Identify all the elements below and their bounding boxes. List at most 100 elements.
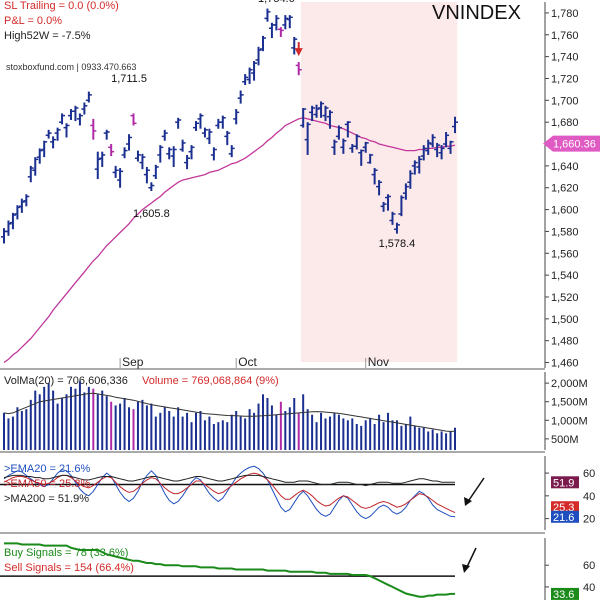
ohlc-bar — [59, 113, 66, 125]
ohlc-bar — [385, 194, 392, 211]
ohlc-bar — [438, 145, 445, 160]
ohlc-bar — [41, 140, 48, 158]
ohlc-bar — [389, 211, 396, 225]
ohlc-bar — [170, 146, 177, 167]
ohlc-bar — [5, 220, 12, 236]
ohlc-bar — [452, 116, 458, 134]
last-value-badge — [551, 501, 579, 514]
volume-panel: VolMa(20) = 706,606,336 Volume = 769,068,… — [0, 372, 588, 453]
y-tick-label: 1,600 — [551, 205, 579, 217]
ohlc-bar — [313, 104, 320, 118]
ohlc-bar — [242, 74, 249, 86]
ohlc-bar — [259, 35, 266, 52]
price-annotation: 1,578.4 — [379, 238, 416, 250]
ohlc-bar — [255, 46, 262, 66]
ohlc-bar — [371, 168, 378, 185]
info-line: SL Trailing = 0.0 (0.0%) — [4, 0, 119, 12]
y-tick-label: 1,500M — [551, 397, 588, 409]
ohlc-bar — [18, 198, 25, 213]
y-tick-label: 1,520 — [551, 292, 579, 304]
last-value-label: 21.6 — [553, 512, 574, 524]
ohlc-bar — [50, 136, 57, 149]
ohlc-bar — [148, 182, 155, 192]
y-tick-label: 20 — [583, 514, 595, 526]
chart-title: VNINDEX — [432, 2, 521, 24]
ohlc-bar — [393, 222, 400, 234]
last-price-label: 1,660.36 — [553, 139, 596, 151]
ohlc-bar — [224, 130, 231, 146]
ohlc-bar — [295, 62, 302, 76]
signals-legend: Buy Signals = 78 (33.6%) — [4, 547, 128, 559]
y-tick-label: 1,720 — [551, 73, 579, 85]
breadth-legend: >MA200 = 51.9% — [4, 493, 89, 505]
ohlc-bar — [304, 122, 311, 155]
volume-ma-line — [3, 392, 456, 432]
y-tick-label: 1,640 — [551, 161, 579, 173]
ohlc-bar — [184, 154, 191, 170]
ohlc-bar — [335, 125, 342, 140]
breadth-line-ma200 — [3, 474, 456, 487]
last-price-flag — [543, 135, 600, 152]
ohlc-bar — [45, 129, 52, 139]
ohlc-bar — [143, 166, 150, 184]
ohlc-bar — [210, 147, 217, 161]
ohlc-bar — [291, 36, 298, 55]
y-tick-label: 1,560 — [551, 248, 579, 260]
ohlc-bar — [219, 115, 226, 129]
ohlc-bar — [215, 118, 222, 129]
signals-legend: Sell Signals = 154 (66.4%) — [4, 562, 134, 574]
y-tick-label: 1,620 — [551, 183, 579, 195]
ohlc-bar — [286, 15, 293, 29]
pointer-arrow-icon-head — [462, 564, 470, 573]
y-tick-label: 60 — [583, 560, 595, 572]
pointer-arrow-icon — [466, 477, 485, 504]
ohlc-bar — [32, 157, 39, 176]
y-tick-label: 40 — [583, 582, 595, 594]
y-tick-label: 1,780 — [551, 8, 579, 20]
ohlc-bar — [121, 147, 128, 159]
ohlc-bar — [344, 121, 351, 138]
ohlc-bar — [309, 105, 316, 122]
ohlc-bar — [420, 145, 427, 161]
ohlc-bar — [130, 113, 137, 126]
y-tick-label: 1,740 — [551, 52, 579, 64]
last-value-badge — [551, 476, 579, 489]
ohlc-bar — [273, 15, 280, 31]
ohlc-bar — [139, 153, 146, 170]
ohlc-bar — [300, 107, 307, 128]
y-tick-label: 2,000M — [551, 378, 588, 390]
ohlc-bar — [228, 145, 235, 158]
sell-arrow-icon — [294, 48, 303, 57]
ohlc-bar — [434, 142, 441, 158]
ohlc-bar — [166, 147, 173, 160]
buy-signal-line — [4, 542, 455, 598]
ohlc-bar — [90, 118, 97, 140]
ohlc-bar — [398, 195, 405, 217]
ohlc-bar — [201, 127, 208, 138]
breadth-panel: >EMA20 = 21.6% >EMA50 = 25.3% >MA200 = 51.… — [0, 456, 595, 534]
price-annotation: 1,754.6 — [258, 0, 295, 5]
price-annotation: 1,605.8 — [133, 208, 170, 220]
ohlc-bar — [14, 205, 21, 220]
y-tick-label: 500M — [551, 434, 579, 446]
last-value-badge — [551, 587, 579, 600]
ohlc-bar — [429, 134, 436, 148]
y-tick-label: 1,540 — [551, 270, 579, 282]
ohlc-bar — [193, 121, 200, 131]
y-tick-label: 40 — [583, 491, 595, 503]
ohlc-bar — [126, 134, 133, 151]
ohlc-bar — [447, 140, 454, 154]
ohlc-bar — [416, 156, 423, 174]
ohlc-bar — [9, 212, 16, 230]
x-tick-label: Sep — [122, 355, 144, 369]
info-line: High52W = -7.5% — [4, 30, 91, 42]
ohlc-bar — [197, 113, 204, 129]
ohlc-bar — [72, 105, 79, 122]
ohlc-bar — [340, 138, 347, 154]
y-tick-label: 1,580 — [551, 226, 579, 238]
ohlc-bar — [443, 132, 450, 148]
y-tick-label: 1,460 — [551, 358, 579, 370]
ohlc-bar — [81, 102, 88, 115]
